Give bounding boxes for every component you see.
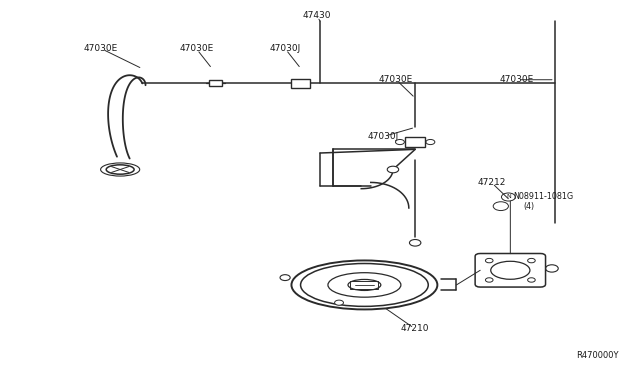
Text: 47212: 47212 [477,178,506,187]
Bar [209,80,221,86]
Text: (4): (4) [523,202,534,211]
Circle shape [280,275,290,280]
Bar [405,137,426,147]
Text: 47430: 47430 [303,11,331,20]
Text: N08911-1081G: N08911-1081G [513,192,573,202]
Text: 47030E: 47030E [84,44,118,53]
Bar [351,280,378,289]
Circle shape [410,240,421,246]
Text: R470000Y: R470000Y [576,351,618,360]
Bar [291,79,310,88]
Text: 47030E: 47030E [379,75,413,84]
Text: 47030E: 47030E [500,75,534,84]
Text: 47030E: 47030E [179,44,213,53]
Circle shape [396,140,404,145]
Text: 47030J: 47030J [368,132,399,141]
Circle shape [426,140,435,145]
Text: N: N [506,195,511,199]
Circle shape [335,300,344,305]
Circle shape [387,166,399,173]
Text: 47210: 47210 [401,324,429,333]
Text: 47030J: 47030J [269,44,301,53]
